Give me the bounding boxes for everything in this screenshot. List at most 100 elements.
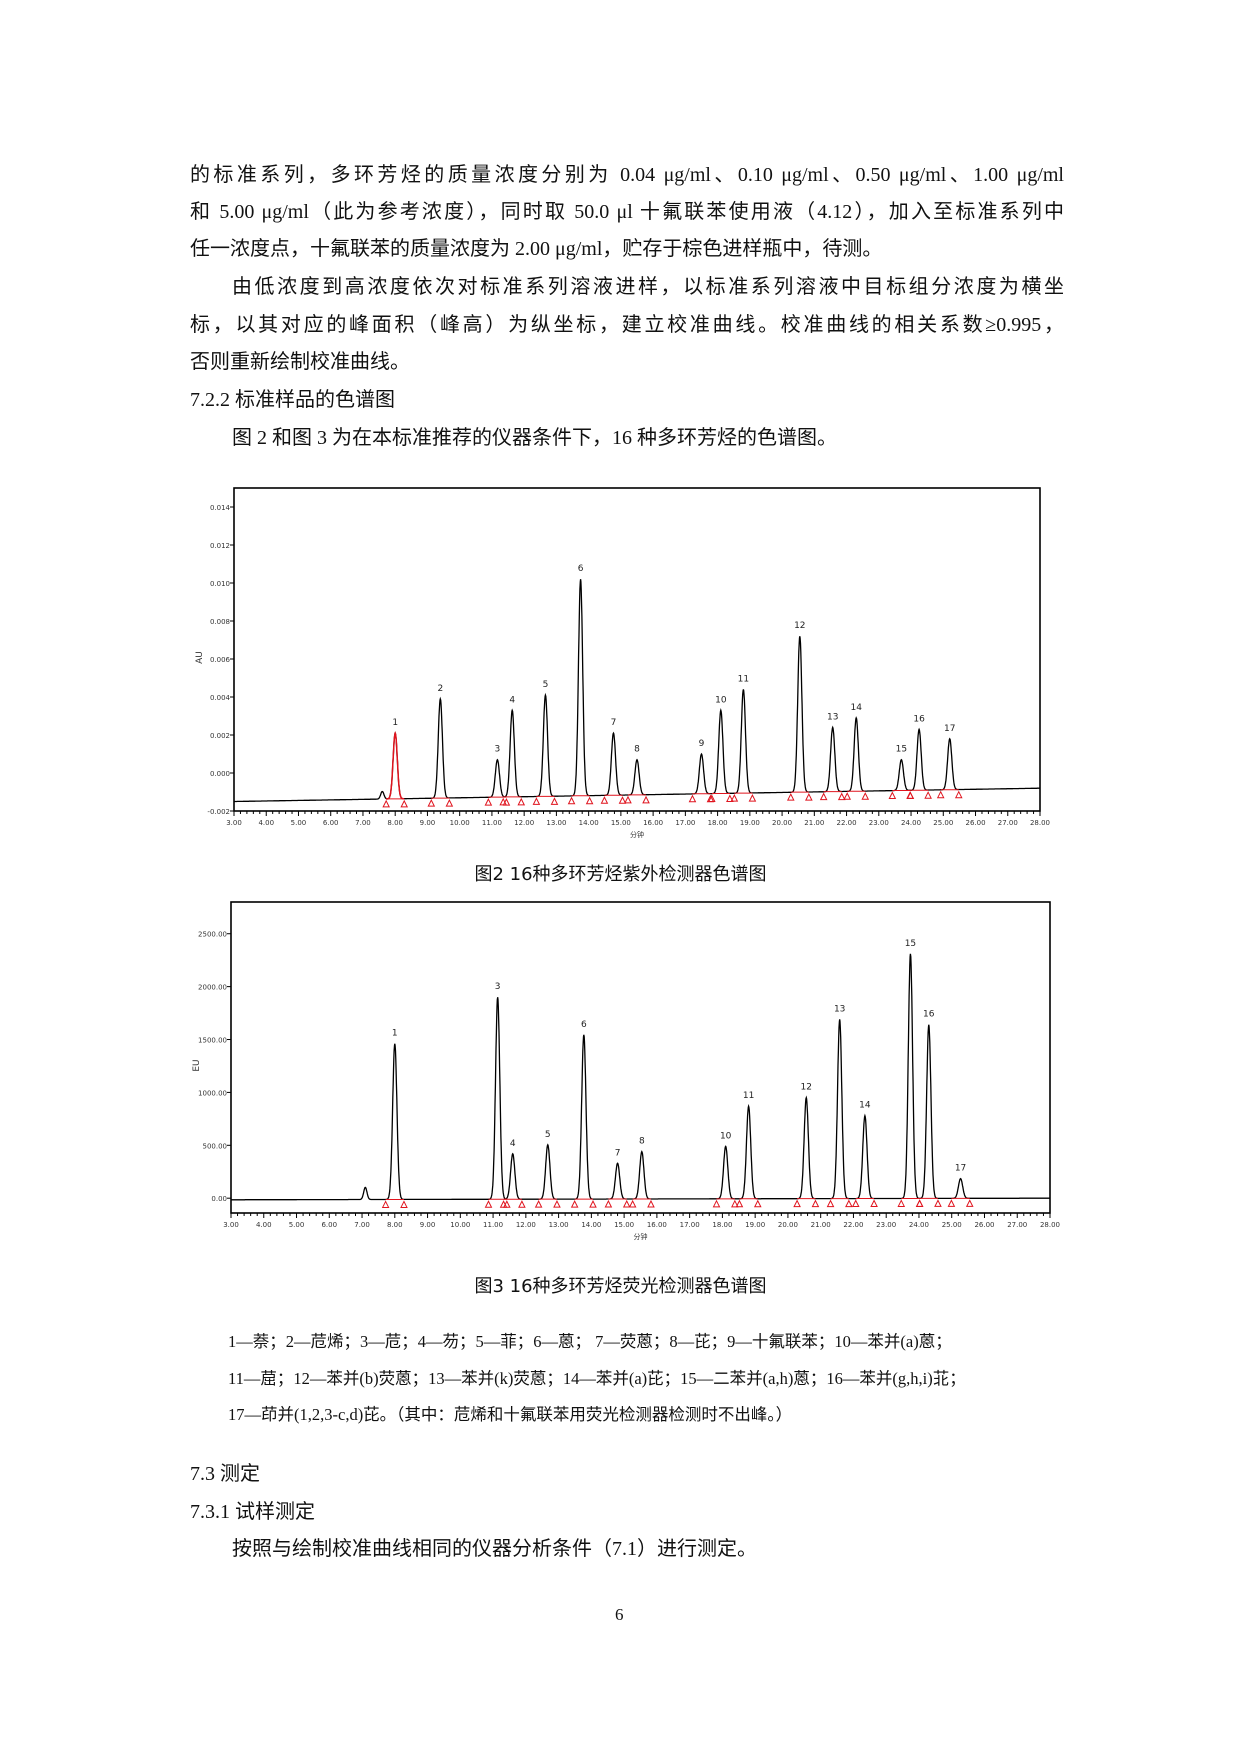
- x-tick-label: 13.00: [549, 1221, 569, 1229]
- paragraph-line: 否则重新绘制校准曲线。: [190, 351, 410, 373]
- peak-label: 3: [495, 982, 501, 992]
- peak-marker-triangle: [861, 792, 870, 800]
- peak-marker-triangle: [934, 1199, 942, 1207]
- x-tick-label: 18.00: [708, 819, 728, 827]
- peak-label: 8: [639, 1137, 645, 1147]
- y-tick-label: 0.010: [210, 580, 230, 588]
- y-tick-label: 0.006: [210, 656, 231, 664]
- peak-marker-triangle: [954, 790, 963, 799]
- y-tick-label: 1500.00: [198, 1037, 227, 1045]
- paragraph-line: 标，以其对应的峰面积（峰高）为纵坐标，建立校准曲线。校准曲线的相关系数≥0.99…: [190, 314, 1064, 336]
- uv-chromatogram-chart: 3.00 4.00 5.00 6.00 7.00 8.00 9.00 10.00 11.00 12…: [195, 487, 1050, 839]
- x-tick-label: 26.00: [965, 819, 985, 827]
- peak-marker-triangle: [753, 1199, 762, 1208]
- peak-label: 15: [905, 939, 916, 949]
- plot-frame: [233, 487, 1041, 812]
- chromatogram-trace: [234, 579, 1040, 803]
- peak-marker-triangle: [585, 796, 594, 805]
- peak-marker-triangle: [445, 798, 454, 807]
- peak-marker-triangle: [843, 792, 852, 800]
- peak-marker-triangle: [499, 1200, 508, 1208]
- x-tick-label: 10.00: [450, 819, 470, 827]
- peak-marker-triangle: [532, 797, 541, 805]
- x-tick-label: 19.00: [745, 1221, 765, 1229]
- figure-3-caption: 图3 16种多环芳烃荧光检测器色谱图: [474, 1276, 767, 1297]
- peak-marker-triangle: [553, 1200, 561, 1208]
- x-tick-label: 17.00: [675, 819, 695, 827]
- y-tick-label: 0.008: [210, 618, 230, 626]
- y-tick-label: 500.00: [203, 1142, 228, 1150]
- paragraph-line: 按照与绘制校准曲线相同的仪器分析条件（7.1）进行测定。: [232, 1538, 757, 1560]
- x-tick-label: 18.00: [712, 1221, 732, 1229]
- peak-marker-triangle: [748, 793, 757, 802]
- peak-marker-triangle: [965, 1199, 974, 1207]
- paragraph-line: 图 2 和图 3 为在本标准推荐的仪器条件下，16 种多环芳烃的色谱图。: [232, 427, 837, 449]
- x-tick-label: 16.00: [647, 1221, 667, 1229]
- y-tick-label: 1000.00: [198, 1089, 227, 1097]
- x-tick-label: 22.00: [837, 819, 857, 827]
- peak-marker-triangle: [518, 1200, 526, 1208]
- x-tick-label: 20.00: [772, 819, 792, 827]
- x-tick-label: 3.00: [226, 819, 242, 827]
- peak-marker-triangle: [819, 792, 828, 801]
- x-tick-label: 28.00: [1030, 819, 1050, 827]
- peak-marker-triangle: [400, 799, 409, 808]
- peak-label: 10: [715, 695, 727, 705]
- x-tick-label: 5.00: [289, 1221, 305, 1229]
- peak-label: 12: [801, 1083, 812, 1093]
- peak-marker-triangle: [712, 1199, 721, 1208]
- x-tick-label: 24.00: [909, 1221, 929, 1229]
- figure-2-caption: 图2 16种多环芳烃紫外检测器色谱图: [474, 864, 767, 885]
- x-tick-label: 17.00: [680, 1221, 700, 1229]
- x-tick-label: 24.00: [901, 819, 921, 827]
- peak-marker-triangle: [499, 797, 508, 806]
- x-tick-label: 22.00: [843, 1221, 863, 1229]
- peak-marker-triangle: [845, 1199, 853, 1208]
- peak-label: 11: [743, 1091, 754, 1101]
- section-heading-7-3: 7.3 测定: [190, 1463, 260, 1485]
- section-heading-7-3-1: 7.3.1 试样测定: [190, 1501, 315, 1523]
- x-tick-label: 21.00: [811, 1221, 831, 1229]
- x-tick-label: 27.00: [998, 819, 1018, 827]
- peak-marker-triangle: [947, 1199, 956, 1207]
- x-tick-label: 4.00: [256, 1221, 272, 1229]
- x-tick-label: 9.00: [420, 1221, 436, 1229]
- peak-label: 8: [634, 745, 640, 755]
- peak-label: 14: [859, 1101, 871, 1111]
- peak-marker-triangle: [484, 798, 493, 806]
- x-tick-label: 12.00: [516, 1221, 536, 1229]
- section-heading-7-2-2: 7.2.2 标准样品的色谱图: [190, 389, 395, 411]
- x-tick-label: 5.00: [291, 819, 307, 827]
- peak-marker-triangle: [924, 791, 932, 799]
- x-tick-label: 8.00: [387, 819, 403, 827]
- peak-marker-triangle: [707, 794, 716, 802]
- paragraph-line: 的标准系列，多环芳烃的质量浓度分别为 0.04 μg/ml、0.10 μg/ml…: [190, 164, 1064, 186]
- peak-label: 4: [510, 1139, 516, 1149]
- peak-label: 1: [392, 718, 398, 728]
- peak-label: 13: [827, 712, 838, 722]
- peak-marker-triangle: [726, 794, 734, 802]
- peak-marker-triangle: [936, 790, 945, 799]
- paragraph-line: 任一浓度点，十氟联苯的质量浓度为 2.00 μg/ml，贮存于棕色进样瓶中，待测…: [190, 238, 883, 260]
- x-tick-label: 23.00: [876, 1221, 896, 1229]
- peak-marker-triangle: [826, 1199, 835, 1208]
- peak-marker-triangle: [870, 1199, 878, 1208]
- peak-marker-triangle: [731, 1199, 739, 1208]
- fluorescence-chromatogram-chart: 3.00 4.00 5.00 6.00 7.00 8.00 9.00 10.00 11.00 12…: [192, 901, 1060, 1241]
- x-tick-label: 4.00: [258, 819, 274, 827]
- y-axis-label: EU: [192, 1059, 202, 1071]
- peak-marker-triangle: [735, 1199, 744, 1208]
- x-tick-label: 3.00: [223, 1221, 239, 1229]
- peak-marker-triangle: [786, 793, 795, 801]
- peak-label: 2: [437, 684, 443, 694]
- peak-marker-triangle: [618, 796, 627, 804]
- compound-legend-line: 11—䓛；12—苯并(b)荧蒽；13—苯并(k)荧蒽；14—苯并(a)芘；15—…: [228, 1369, 966, 1388]
- x-tick-label: 19.00: [740, 819, 760, 827]
- y-tick-label: 2000.00: [198, 984, 227, 992]
- peak-marker-triangle: [570, 1199, 579, 1208]
- y-tick-label: 0.002: [210, 732, 230, 740]
- peak-marker-triangle: [647, 1199, 655, 1208]
- peak-marker-triangle: [550, 797, 559, 805]
- peak-label: 7: [611, 718, 617, 728]
- x-tick-label: 9.00: [420, 819, 436, 827]
